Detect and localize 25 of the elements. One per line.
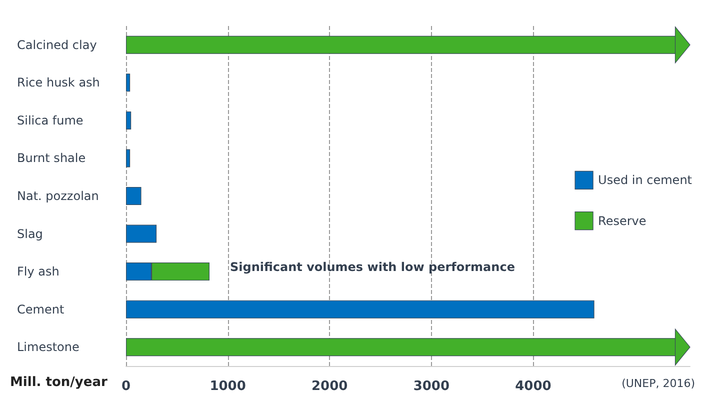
text: (UNEP, 2016)	[622, 377, 696, 390]
y-tick-label: Fly ash	[17, 264, 60, 279]
bar	[126, 187, 142, 205]
x-tick-label: 4000	[515, 379, 552, 394]
bar	[126, 74, 130, 92]
y-tick-label: Burnt shale	[17, 151, 86, 166]
y-tick-label: Calcined clay	[17, 38, 97, 52]
annotation: Significant volumes with low performance	[230, 260, 515, 274]
bar	[126, 300, 594, 318]
bar	[126, 111, 132, 130]
y-tick-label: Nat. pozzolan	[17, 189, 99, 203]
x-tick-label: 3000	[413, 379, 450, 394]
legend-label: Used in cement	[598, 173, 692, 188]
y-tick-label: Silica fume	[17, 113, 84, 128]
x-axis-title: Mill. ton/year	[10, 375, 108, 390]
y-tick-label: Limestone	[17, 340, 80, 354]
y-tick-label: Rice husk ash	[17, 76, 100, 90]
bar	[126, 149, 130, 168]
y-tick-label: Slag	[17, 226, 43, 241]
x-tick-label: 1000	[210, 379, 246, 394]
legend-label: Reserve	[598, 214, 646, 228]
x-tick-label: 0	[121, 379, 131, 394]
bar	[126, 224, 157, 243]
x-tick-label: 2000	[312, 379, 348, 394]
y-tick-label: Cement	[17, 302, 64, 316]
